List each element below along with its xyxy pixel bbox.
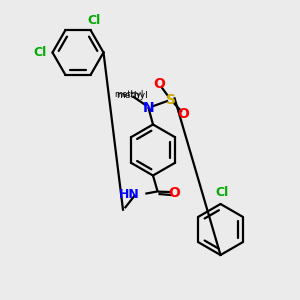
Text: HN: HN: [119, 188, 140, 201]
Text: O: O: [168, 186, 180, 200]
Text: Cl: Cl: [88, 14, 101, 27]
Text: O: O: [153, 77, 165, 91]
Text: methyl: methyl: [116, 91, 148, 100]
Text: Cl: Cl: [215, 186, 229, 199]
Text: O: O: [178, 107, 190, 121]
Text: Cl: Cl: [34, 46, 47, 59]
Text: methyl: methyl: [114, 90, 144, 99]
Text: N: N: [143, 101, 154, 115]
Text: S: S: [166, 93, 176, 106]
